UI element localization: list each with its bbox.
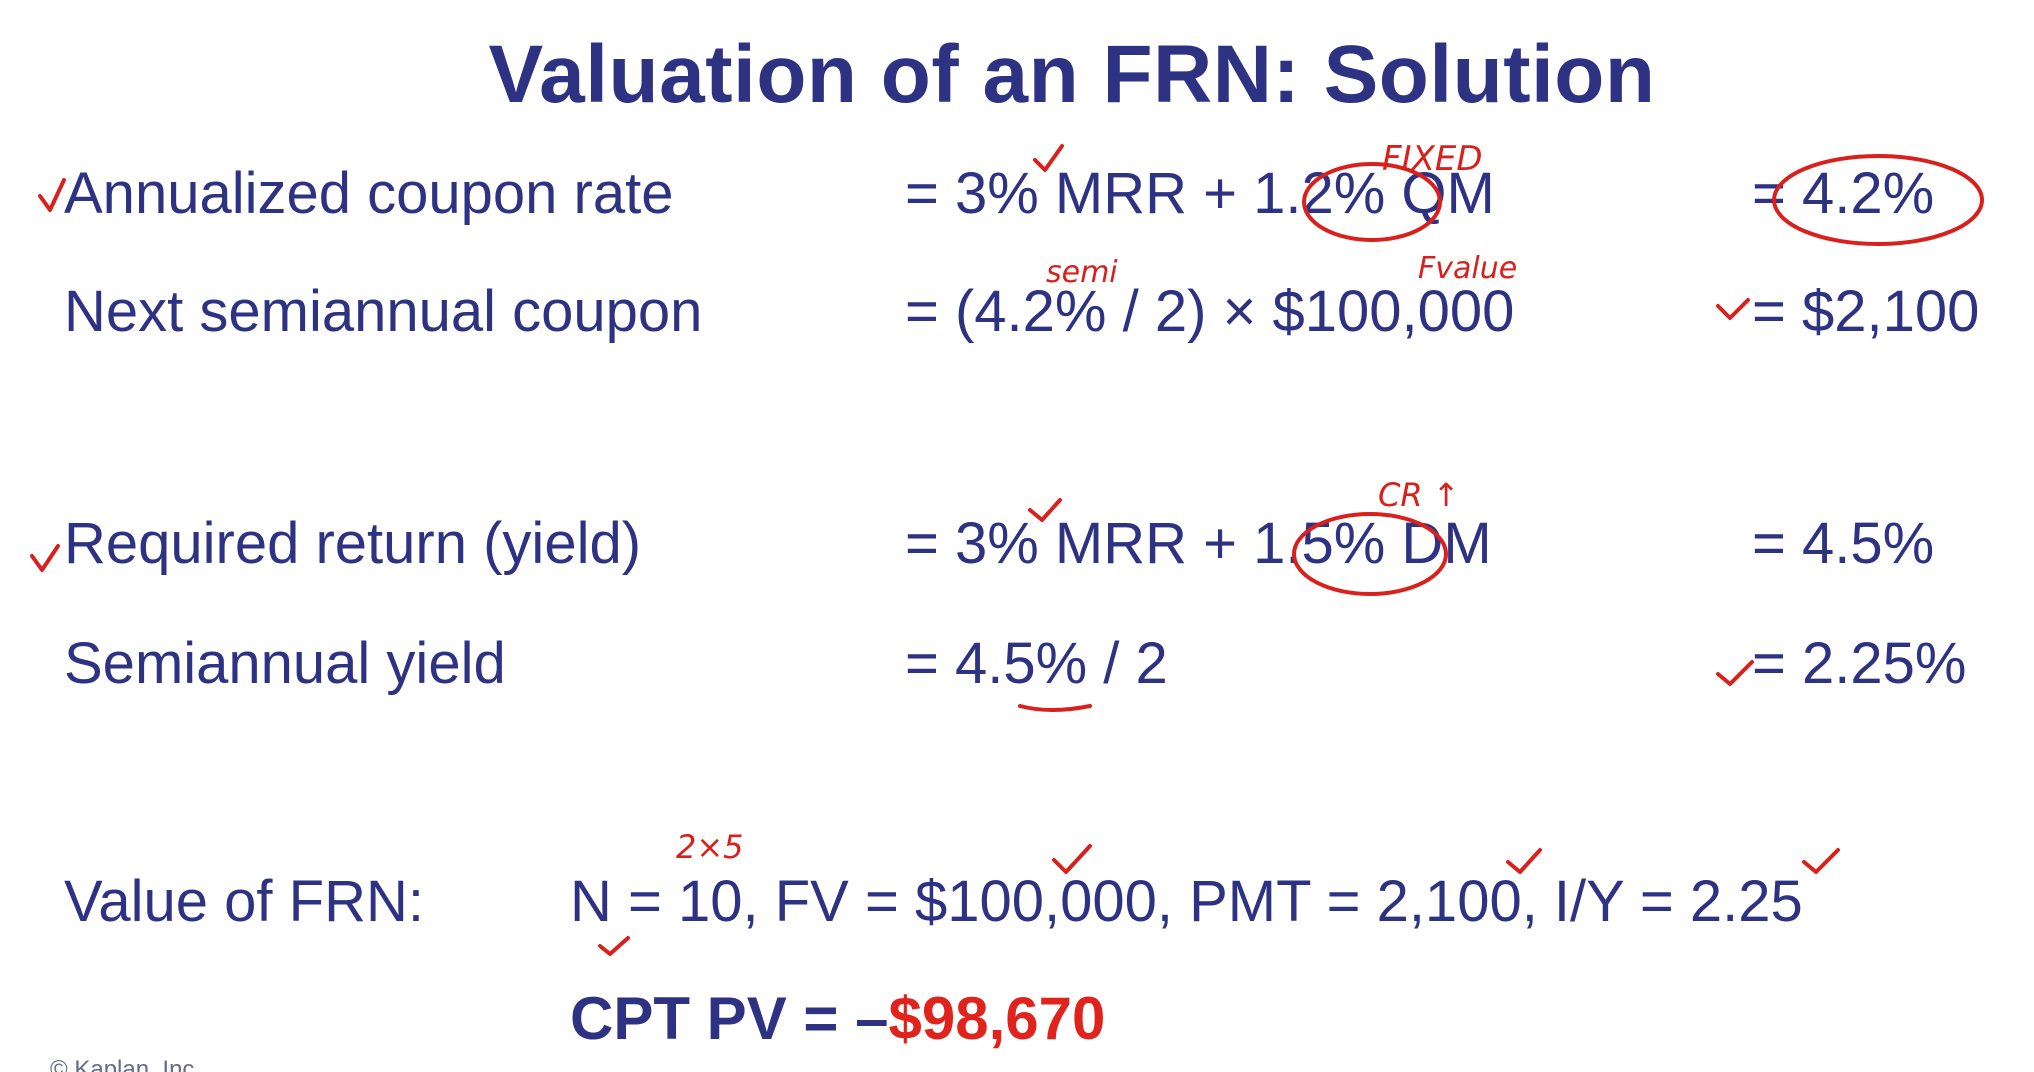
row-label-semiannual-coupon: Next semiannual coupon	[64, 279, 703, 344]
checkmark-icon	[598, 936, 630, 956]
row-result-semiannual-yield: = 2.25%	[1752, 631, 1967, 696]
row-label-annualized-coupon: Annualized coupon rate	[64, 161, 674, 226]
row-expression-semiannual-coupon: = (4.2% / 2) × $100,000	[905, 279, 1515, 344]
row-result-required-return: = 4.5%	[1752, 511, 1935, 576]
checkmark-icon	[38, 178, 66, 212]
pv-value: $98,670	[888, 985, 1106, 1052]
row-result-semiannual-coupon: = $2,100	[1752, 279, 1980, 344]
frn-label: Value of FRN:	[64, 869, 424, 934]
row-label-required-return: Required return (yield)	[64, 511, 642, 576]
annotation-cr-up: CR ↑	[1378, 476, 1460, 514]
copyright-notice: © Kaplan, Inc.	[50, 1056, 202, 1072]
cpt-pv-prefix: CPT PV = –	[570, 985, 889, 1052]
checkmark-icon	[1716, 660, 1754, 686]
frn-calculator-inputs: N = 10, FV = $100,000, PMT = 2,100, I/Y …	[570, 869, 1803, 934]
row-expression-required-return: = 3% MRR + 1.5% DM	[905, 511, 1492, 576]
row-label-semiannual-yield: Semiannual yield	[64, 631, 506, 696]
row-expression-annualized-coupon: = 3% MRR + 1.2% QM	[905, 161, 1495, 226]
checkmark-icon	[1716, 298, 1750, 320]
checkmark-icon	[1802, 848, 1840, 874]
annotation-two-times-five: 2×5	[676, 828, 744, 866]
row-result-annualized-coupon: = 4.2%	[1752, 161, 1935, 226]
checkmark-icon	[30, 544, 60, 572]
underline-5-percent	[1018, 704, 1092, 712]
cpt-pv-line: CPT PV = –$98,670	[570, 984, 1105, 1053]
slide-title: Valuation of an FRN: Solution	[488, 29, 1656, 120]
row-expression-semiannual-yield: = 4.5% / 2	[905, 631, 1168, 696]
